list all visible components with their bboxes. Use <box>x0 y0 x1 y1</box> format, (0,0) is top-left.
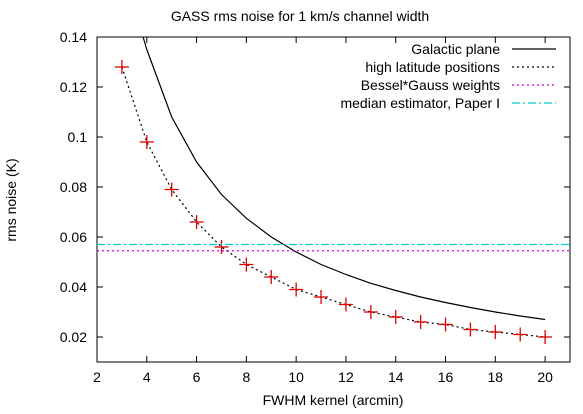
series-layer <box>97 36 570 344</box>
data-point-marker <box>214 240 229 254</box>
data-point-marker <box>239 257 254 272</box>
y-tick-label: 0.12 <box>60 79 87 95</box>
x-tick-label: 16 <box>438 369 454 385</box>
series-line-1 <box>121 66 546 338</box>
data-point-marker <box>363 305 378 319</box>
legend: Galactic plane high latitude positions Bes… <box>340 41 556 111</box>
data-point-marker <box>463 322 478 337</box>
legend-label: median estimator, Paper I <box>340 95 500 111</box>
x-tick-label: 14 <box>388 369 404 385</box>
x-tick-label: 20 <box>537 369 553 385</box>
x-tick-label: 18 <box>488 369 504 385</box>
data-point-marker <box>139 135 154 149</box>
x-tick-label: 6 <box>193 369 201 385</box>
x-tick-label: 10 <box>288 369 304 385</box>
y-tick-label: 0.1 <box>68 129 88 145</box>
data-point-marker <box>413 315 428 329</box>
x-tick-label: 4 <box>143 369 151 385</box>
data-point-marker <box>513 327 528 342</box>
y-tick-label: 0.08 <box>60 179 87 195</box>
data-point-marker <box>189 215 204 229</box>
axis-ticks: 2 4 6 8 10 12 14 16 18 20 0.02 0.04 0.06 0.08 0.1 0.12 0… <box>60 29 570 385</box>
y-tick-label: 0.04 <box>60 279 87 295</box>
y-tick-label: 0.06 <box>60 229 87 245</box>
data-point-marker <box>164 182 179 197</box>
data-point-marker <box>338 297 353 312</box>
data-point-marker <box>388 310 403 324</box>
data-point-marker <box>314 290 329 304</box>
legend-label: high latitude positions <box>365 59 500 75</box>
x-tick-label: 2 <box>93 369 101 385</box>
chart-title: GASS rms noise for 1 km/s channel width <box>171 8 429 24</box>
data-point-marker <box>114 60 129 74</box>
series-line-0 <box>142 36 546 321</box>
y-axis-label: rms noise (K) <box>3 158 19 241</box>
legend-label: Bessel*Gauss weights <box>361 77 500 93</box>
data-point-marker <box>438 317 453 332</box>
data-point-marker <box>488 325 503 339</box>
x-axis-label: FWHM kernel (arcmin) <box>263 392 404 408</box>
data-point-marker <box>538 330 553 344</box>
y-tick-label: 0.14 <box>60 29 87 45</box>
data-point-marker <box>289 282 304 297</box>
legend-label: Galactic plane <box>411 41 500 57</box>
x-tick-label: 12 <box>338 369 354 385</box>
plot-frame <box>96 36 571 363</box>
x-tick-label: 8 <box>242 369 250 385</box>
data-point-marker <box>264 270 279 284</box>
y-tick-label: 0.02 <box>60 329 87 345</box>
